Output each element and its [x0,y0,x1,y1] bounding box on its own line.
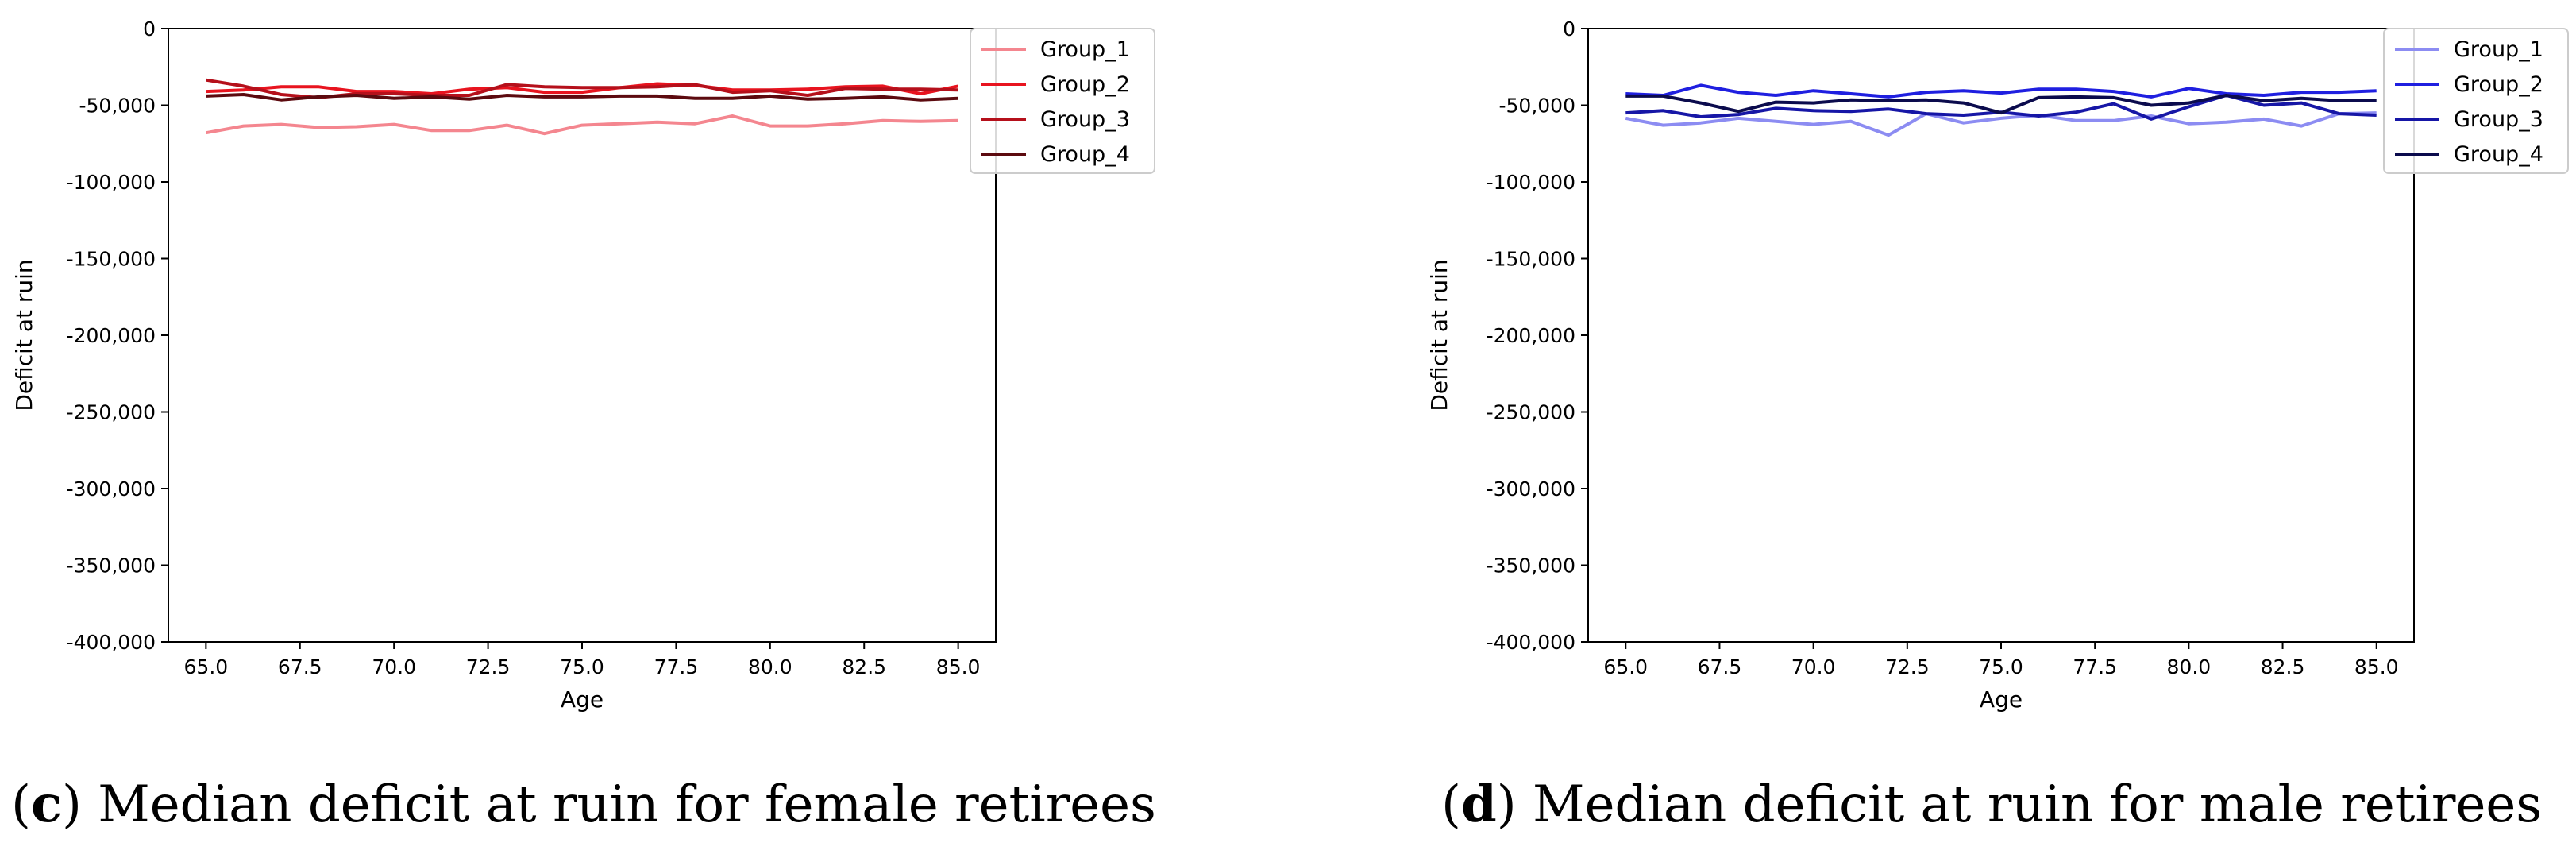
series-line-group-3 [1625,94,2377,121]
legend-label: Group_2 [2454,72,2543,97]
caption-female: (c) Median deficit at ruin for female re… [11,775,1156,834]
legend-label: Group_4 [1040,142,1130,167]
y-tick-label: -350,000 [67,555,156,578]
x-tick-label: 77.5 [2073,655,2117,678]
x-tick-label: 85.0 [2354,655,2399,678]
legend-label: Group_2 [1040,72,1130,97]
x-tick-label: 67.5 [278,655,322,678]
y-tick-label: -300,000 [1487,477,1575,500]
x-axis-label: Age [561,686,604,713]
x-tick-label: 70.0 [372,655,416,678]
y-tick-label: 0 [1563,17,1575,41]
y-tick-label: -250,000 [67,401,156,424]
x-tick-label: 75.0 [560,655,604,678]
series-line-group-1 [206,114,958,136]
y-tick-label: -150,000 [67,248,156,271]
caption-letter: d [1460,775,1497,834]
female-chart: 65.0 67.5 70.0 72.5 75.0 77.5 80.0 82.5 85.0 0 -50… [11,17,1155,713]
series-line-group-3 [206,78,958,99]
x-tick-label: 72.5 [466,655,511,678]
series-line-group-1 [1625,111,2377,137]
y-tick-label: -100,000 [67,171,156,194]
y-tick-label: -150,000 [1487,248,1575,271]
x-tick-label: 80.0 [748,655,792,678]
legend-label: Group_3 [1040,107,1130,132]
legend-label: Group_3 [2454,107,2543,132]
legend-label: Group_1 [1040,37,1130,62]
x-tick-label: 72.5 [1885,655,1930,678]
legend-label: Group_4 [2454,142,2543,167]
legend: Group_1 Group_2 Group_3 Group_4 [970,28,1155,174]
x-tick-label: 70.0 [1791,655,1836,678]
male-chart: 65.0 67.5 70.0 72.5 75.0 77.5 80.0 82.5 85.0 0 -50… [1426,17,2569,713]
y-tick-label: 0 [143,17,156,41]
legend-box [2383,28,2569,174]
caption-letter: c [30,775,62,834]
legend-box [970,28,1155,174]
x-tick-label: 82.5 [2261,655,2305,678]
caption-male: (d) Median deficit at ruin for male reti… [1441,775,2543,834]
y-tick-label: -250,000 [1487,401,1575,424]
x-tick-label: 65.0 [184,655,229,678]
y-tick-label: -300,000 [67,477,156,500]
y-axis-label: Deficit at ruin [11,259,37,411]
y-tick-label: -50,000 [79,95,156,118]
y-tick-label: -200,000 [67,324,156,347]
series-line-group-2 [206,82,958,95]
y-tick-label: -400,000 [1487,631,1575,654]
y-tick-label: -200,000 [1487,324,1575,347]
y-axis-label: Deficit at ruin [1426,259,1452,411]
x-tick-label: 75.0 [1979,655,2023,678]
x-tick-label: 80.0 [2167,655,2212,678]
x-axis-label: Age [1980,686,2023,713]
series-line-group-2 [1625,83,2377,99]
x-tick-label: 85.0 [936,655,981,678]
y-tick-label: -400,000 [67,631,156,654]
legend-label: Group_1 [2454,37,2543,62]
series-line-group-4 [1625,94,2377,115]
y-tick-label: -100,000 [1487,171,1575,194]
y-tick-label: -50,000 [1499,95,1576,118]
x-tick-label: 65.0 [1603,655,1648,678]
series-line-group-4 [206,93,958,102]
x-tick-label: 77.5 [654,655,699,678]
figure-canvas: 65.0 67.5 70.0 72.5 75.0 77.5 80.0 82.5 85.0 0 -50… [11,17,2569,713]
x-tick-label: 67.5 [1698,655,1742,678]
y-tick-label: -350,000 [1487,555,1575,578]
x-tick-label: 82.5 [842,655,886,678]
legend: Group_1 Group_2 Group_3 Group_4 [2383,28,2569,174]
